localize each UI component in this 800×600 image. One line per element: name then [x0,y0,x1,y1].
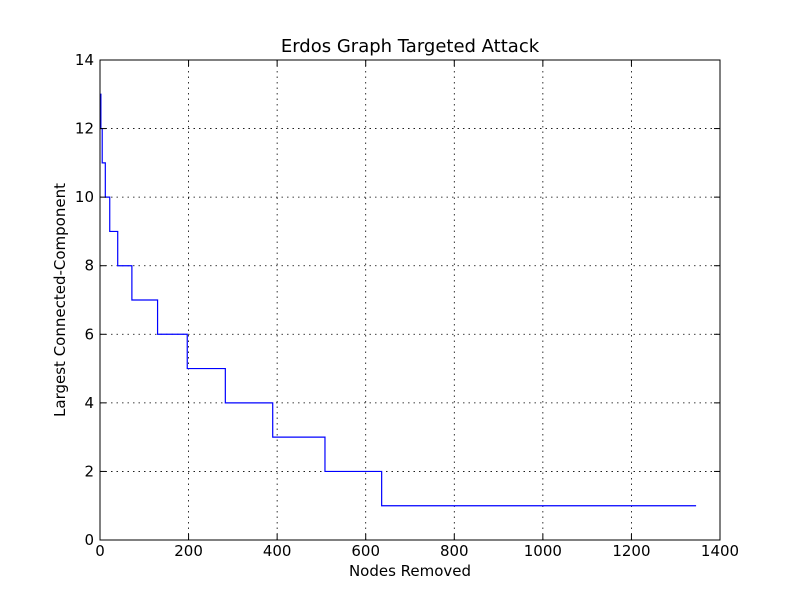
x-tick-label: 400 [263,542,292,560]
ticks [99,59,721,541]
x-tick-label: 600 [351,542,380,560]
y-tick-labels: 0 2 4 6 8 10 12 14 [75,51,94,549]
chart-title: Erdos Graph Targeted Attack [281,36,540,57]
y-axis-label: Largest Connected-Component [51,183,69,417]
y-tick-label: 10 [75,188,94,206]
y-tick-label: 6 [84,325,94,343]
y-tick-label: 14 [75,51,94,69]
plot-frame [99,59,721,541]
x-tick-label: 800 [440,542,469,560]
x-tick-labels: 0 200 400 600 800 1000 1200 1400 [95,542,739,560]
y-tick-label: 8 [84,257,94,275]
x-tick-label: 1000 [524,542,562,560]
x-tick-label: 1200 [612,542,650,560]
series-layer [100,93,697,507]
y-tick-label: 2 [84,462,94,480]
series-line [100,93,697,507]
y-tick-label: 4 [84,394,94,412]
y-tick-label: 12 [75,120,94,138]
x-tick-label: 200 [174,542,203,560]
x-tick-label: 1400 [701,542,739,560]
x-tick-label: 0 [95,542,105,560]
x-axis-label: Nodes Removed [349,562,471,580]
y-tick-label: 0 [84,531,94,549]
